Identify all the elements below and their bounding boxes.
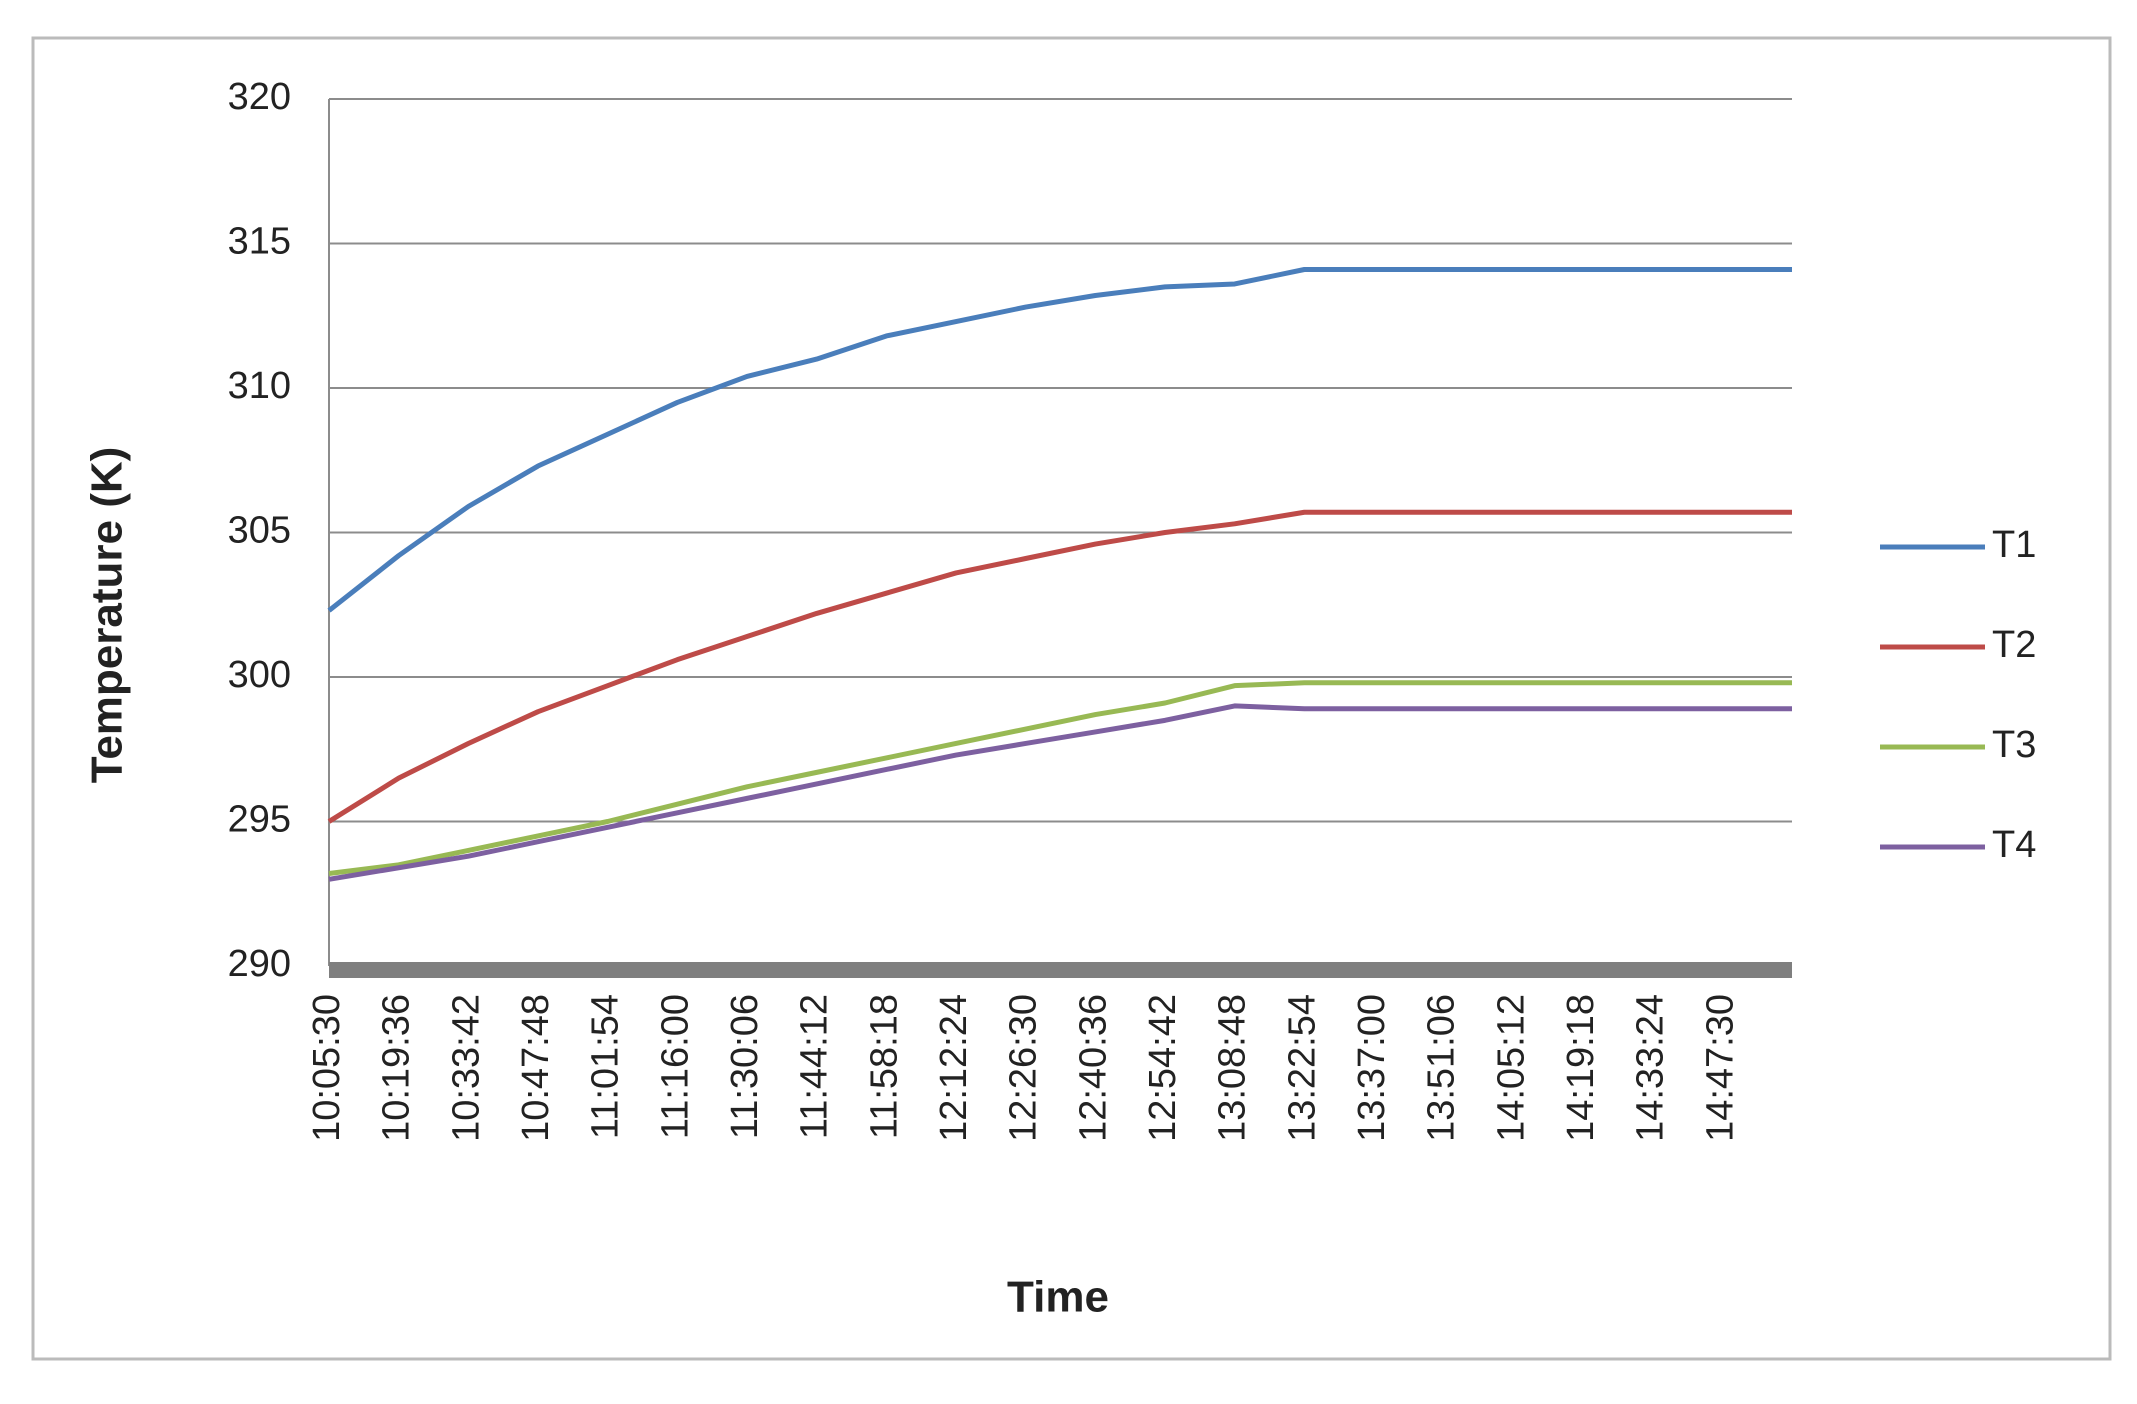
x-tick-label: 12:12:24	[933, 994, 975, 1142]
x-axis-title: Time	[1007, 1273, 1109, 1322]
x-tick-label: 12:40:36	[1072, 994, 1114, 1142]
x-tick-label: 11:58:18	[863, 994, 905, 1139]
x-tick-label: 13:51:06	[1421, 994, 1463, 1142]
y-axis-title: Temperature (K)	[83, 447, 132, 784]
legend-label: T2	[1992, 624, 2036, 666]
y-tick-label: 300	[228, 654, 291, 696]
x-tick-label: 13:22:54	[1281, 994, 1323, 1142]
legend-label: T1	[1992, 524, 2036, 566]
y-tick-label: 310	[228, 365, 291, 407]
x-tick-label: 14:05:12	[1490, 994, 1532, 1142]
x-tick-label: 14:19:18	[1560, 994, 1602, 1142]
y-tick-label: 315	[228, 221, 291, 263]
legend-label: T3	[1992, 724, 2036, 766]
x-axis	[329, 962, 1792, 978]
x-tick-label: 14:47:30	[1699, 994, 1741, 1142]
x-tick-label: 11:16:00	[654, 994, 696, 1139]
y-tick-label: 290	[228, 943, 291, 985]
x-tick-label: 11:01:54	[585, 994, 627, 1139]
y-tick-label: 295	[228, 799, 291, 841]
series-line	[328, 703, 1792, 882]
y-tick-label: 320	[228, 76, 291, 118]
x-tick-label: 14:33:24	[1630, 994, 1672, 1142]
x-tick-label: 11:44:12	[794, 994, 836, 1139]
x-tick-label: 10:05:30	[306, 994, 348, 1142]
x-tick-label: 12:54:42	[1142, 994, 1184, 1142]
x-tick-label: 10:47:48	[515, 994, 557, 1142]
x-tick-label: 10:33:42	[445, 994, 487, 1142]
x-tick-label: 13:37:00	[1351, 994, 1393, 1142]
x-tick-label: 12:26:30	[1003, 994, 1045, 1142]
legend-label: T4	[1992, 824, 2036, 866]
series-line	[327, 267, 1792, 613]
y-tick-label: 305	[228, 510, 291, 552]
x-tick-label: 11:30:06	[724, 994, 766, 1139]
series-line	[327, 509, 1792, 824]
chart-frame	[31, 36, 2112, 1361]
x-tick-label: 13:08:48	[1212, 994, 1254, 1142]
series-line	[328, 680, 1792, 877]
x-tick-label: 10:19:36	[376, 994, 418, 1142]
